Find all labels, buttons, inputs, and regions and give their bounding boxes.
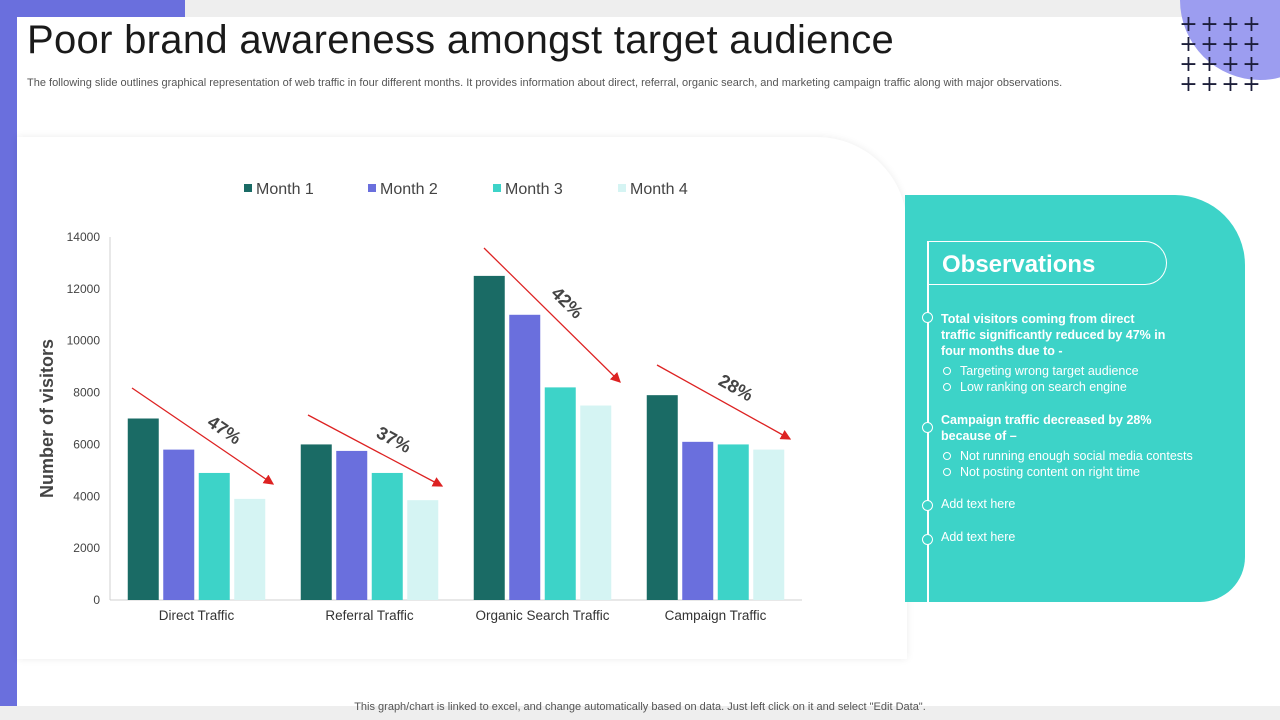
decline-arrow	[656, 364, 792, 440]
observation-subpoint: Not running enough social media contests	[941, 448, 1231, 464]
bar-month-1	[127, 418, 159, 600]
observation-subpoint: Not posting content on right time	[941, 464, 1231, 480]
observation-item-4: Add text here	[941, 530, 1231, 544]
observation-bullet-icon	[922, 500, 933, 511]
plus-icon: +	[1179, 72, 1198, 97]
bar-chart[interactable]: 0 2000 4000 6000 8000 10000 12000 14000 Number o…	[17, 137, 907, 659]
bar-month-4	[580, 405, 612, 600]
bar-month-1	[300, 444, 332, 600]
bar-month-3	[198, 472, 230, 600]
legend-label: Month 3	[505, 181, 563, 198]
observations-panel: Observations Total visitors coming from …	[905, 195, 1245, 602]
decline-percentage-label: 28%	[715, 370, 756, 405]
plus-icon: +	[1200, 12, 1219, 37]
plus-icon: +	[1200, 52, 1219, 77]
y-tick-label: 8000	[73, 386, 100, 400]
legend-swatch	[244, 184, 252, 192]
bar-month-1	[646, 395, 678, 600]
bar-month-3	[544, 387, 576, 600]
plus-icon: +	[1221, 52, 1240, 77]
bar-month-2	[336, 450, 368, 600]
decline-percentage-label: 47%	[204, 412, 245, 449]
observation-heading: Total visitors coming from direct traffi…	[941, 312, 1166, 358]
observation-text: Add text here	[941, 497, 1016, 511]
observation-item-1: Total visitors coming from direct traffi…	[941, 311, 1231, 395]
plus-icon: +	[1179, 32, 1198, 57]
top-accent-band	[185, 0, 1280, 17]
plus-icon: +	[1221, 12, 1240, 37]
plus-icon: +	[1242, 12, 1261, 37]
observation-bullet-icon	[922, 312, 933, 323]
y-tick-label: 10000	[67, 334, 101, 348]
legend-swatch	[493, 184, 501, 192]
chart-panel[interactable]: 0 2000 4000 6000 8000 10000 12000 14000 Number o…	[17, 137, 907, 659]
legend-label: Month 1	[256, 181, 314, 198]
legend-label: Month 2	[380, 181, 438, 198]
plus-icon: +	[1242, 32, 1261, 57]
y-tick-label: 14000	[67, 230, 101, 244]
bar-month-4	[407, 500, 439, 600]
x-tick-label: Direct Traffic	[159, 608, 235, 623]
y-axis-title: Number of visitors	[37, 339, 57, 498]
plus-icon: +	[1179, 12, 1198, 37]
plus-icon: +	[1200, 32, 1219, 57]
y-tick-label: 0	[93, 593, 100, 607]
legend-swatch	[618, 184, 626, 192]
plus-icon: +	[1242, 72, 1261, 97]
page-title: Poor brand awareness amongst target audi…	[27, 18, 895, 62]
bar-month-3	[717, 444, 749, 600]
bar-month-2	[682, 441, 714, 600]
bar-month-4	[234, 498, 266, 600]
observation-subpoint: Targeting wrong target audience	[941, 363, 1231, 379]
y-tick-label: 4000	[73, 489, 100, 503]
bar-month-2	[509, 314, 541, 600]
observations-heading-box: Observations	[927, 241, 1167, 285]
bar-month-2	[163, 449, 195, 600]
footer-bar	[0, 706, 1280, 720]
bar-month-3	[371, 472, 403, 600]
y-tick-label: 12000	[67, 282, 101, 296]
plus-icon: +	[1221, 72, 1240, 97]
x-tick-label: Campaign Traffic	[665, 608, 767, 623]
legend-swatch	[368, 184, 376, 192]
observations-timeline	[927, 241, 929, 602]
x-tick-label: Organic Search Traffic	[475, 608, 609, 623]
observation-item-3: Add text here	[941, 497, 1231, 511]
observation-item-2: Campaign traffic decreased by 28% becaus…	[941, 412, 1231, 480]
plus-pattern-decoration: + + + + + + + + + + + + + + + +	[1178, 12, 1262, 97]
x-tick-label: Referral Traffic	[325, 608, 414, 623]
plus-icon: +	[1200, 72, 1219, 97]
legend-label: Month 4	[630, 181, 688, 198]
footer-note: This graph/chart is linked to excel, and…	[354, 701, 926, 713]
y-tick-label: 6000	[73, 437, 100, 451]
plus-icon: +	[1242, 52, 1261, 77]
observation-text: Add text here	[941, 530, 1016, 544]
decline-percentage-label: 37%	[373, 422, 414, 457]
y-tick-label: 2000	[73, 541, 100, 555]
plus-icon: +	[1221, 32, 1240, 57]
observation-heading: Campaign traffic decreased by 28% becaus…	[941, 413, 1152, 443]
bar-month-1	[473, 275, 505, 600]
plus-icon: +	[1179, 52, 1198, 77]
decline-arrow	[483, 247, 621, 383]
observation-bullet-icon	[922, 422, 933, 433]
page-subtitle: The following slide outlines graphical r…	[27, 77, 1063, 89]
observations-heading: Observations	[942, 251, 1096, 278]
decline-arrow	[131, 387, 275, 485]
observation-subpoint: Low ranking on search engine	[941, 379, 1231, 395]
bar-month-4	[753, 449, 785, 600]
observation-bullet-icon	[922, 534, 933, 545]
decline-arrow	[307, 414, 444, 487]
